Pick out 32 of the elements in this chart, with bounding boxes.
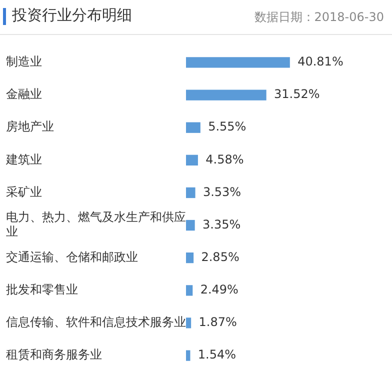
data-label: 2.49%: [200, 282, 238, 297]
bar: [186, 122, 200, 133]
bar: [186, 154, 198, 166]
data-label: 3.53%: [202, 184, 242, 199]
text: 数据日期：2018-06-30: [254, 9, 384, 26]
data-label: 3.35%: [202, 217, 241, 232]
bar: [186, 252, 194, 264]
bar: [186, 350, 190, 361]
data-label: 5.55%: [208, 120, 246, 134]
bar: [186, 187, 196, 198]
y-tick-label: 信息传输、软件和信息技术服务业: [6, 315, 186, 330]
data-label: 31.52%: [274, 87, 320, 102]
bar: [186, 90, 266, 100]
data-label: 1.87%: [198, 315, 237, 330]
y-tick-label: 制造业: [6, 54, 42, 69]
data-label: 1.54%: [198, 348, 236, 362]
data-label: 4.58%: [206, 152, 244, 166]
y-tick-label: 建筑业: [5, 152, 42, 166]
data-label: 2.85%: [201, 250, 240, 264]
chart-title: 投资行业分布明细: [12, 6, 132, 25]
data-label: 40.81%: [298, 54, 344, 69]
bar: [186, 220, 195, 231]
y-tick-label: 采矿业: [6, 184, 42, 199]
y-tick-label: 电力、热力、燃气及水生产和供应业: [6, 210, 186, 239]
y-tick-label: 金融业: [6, 87, 42, 102]
bar: [186, 57, 290, 68]
y-tick-label: 交通运输、仓储和邮政业: [6, 250, 138, 264]
y-tick-label: 批发和零售业: [6, 282, 78, 297]
bar: [186, 318, 192, 328]
bar: [186, 285, 193, 296]
y-tick-label: 房地产业: [6, 120, 54, 134]
y-tick-label: 租赁和商务服务业: [6, 348, 102, 362]
